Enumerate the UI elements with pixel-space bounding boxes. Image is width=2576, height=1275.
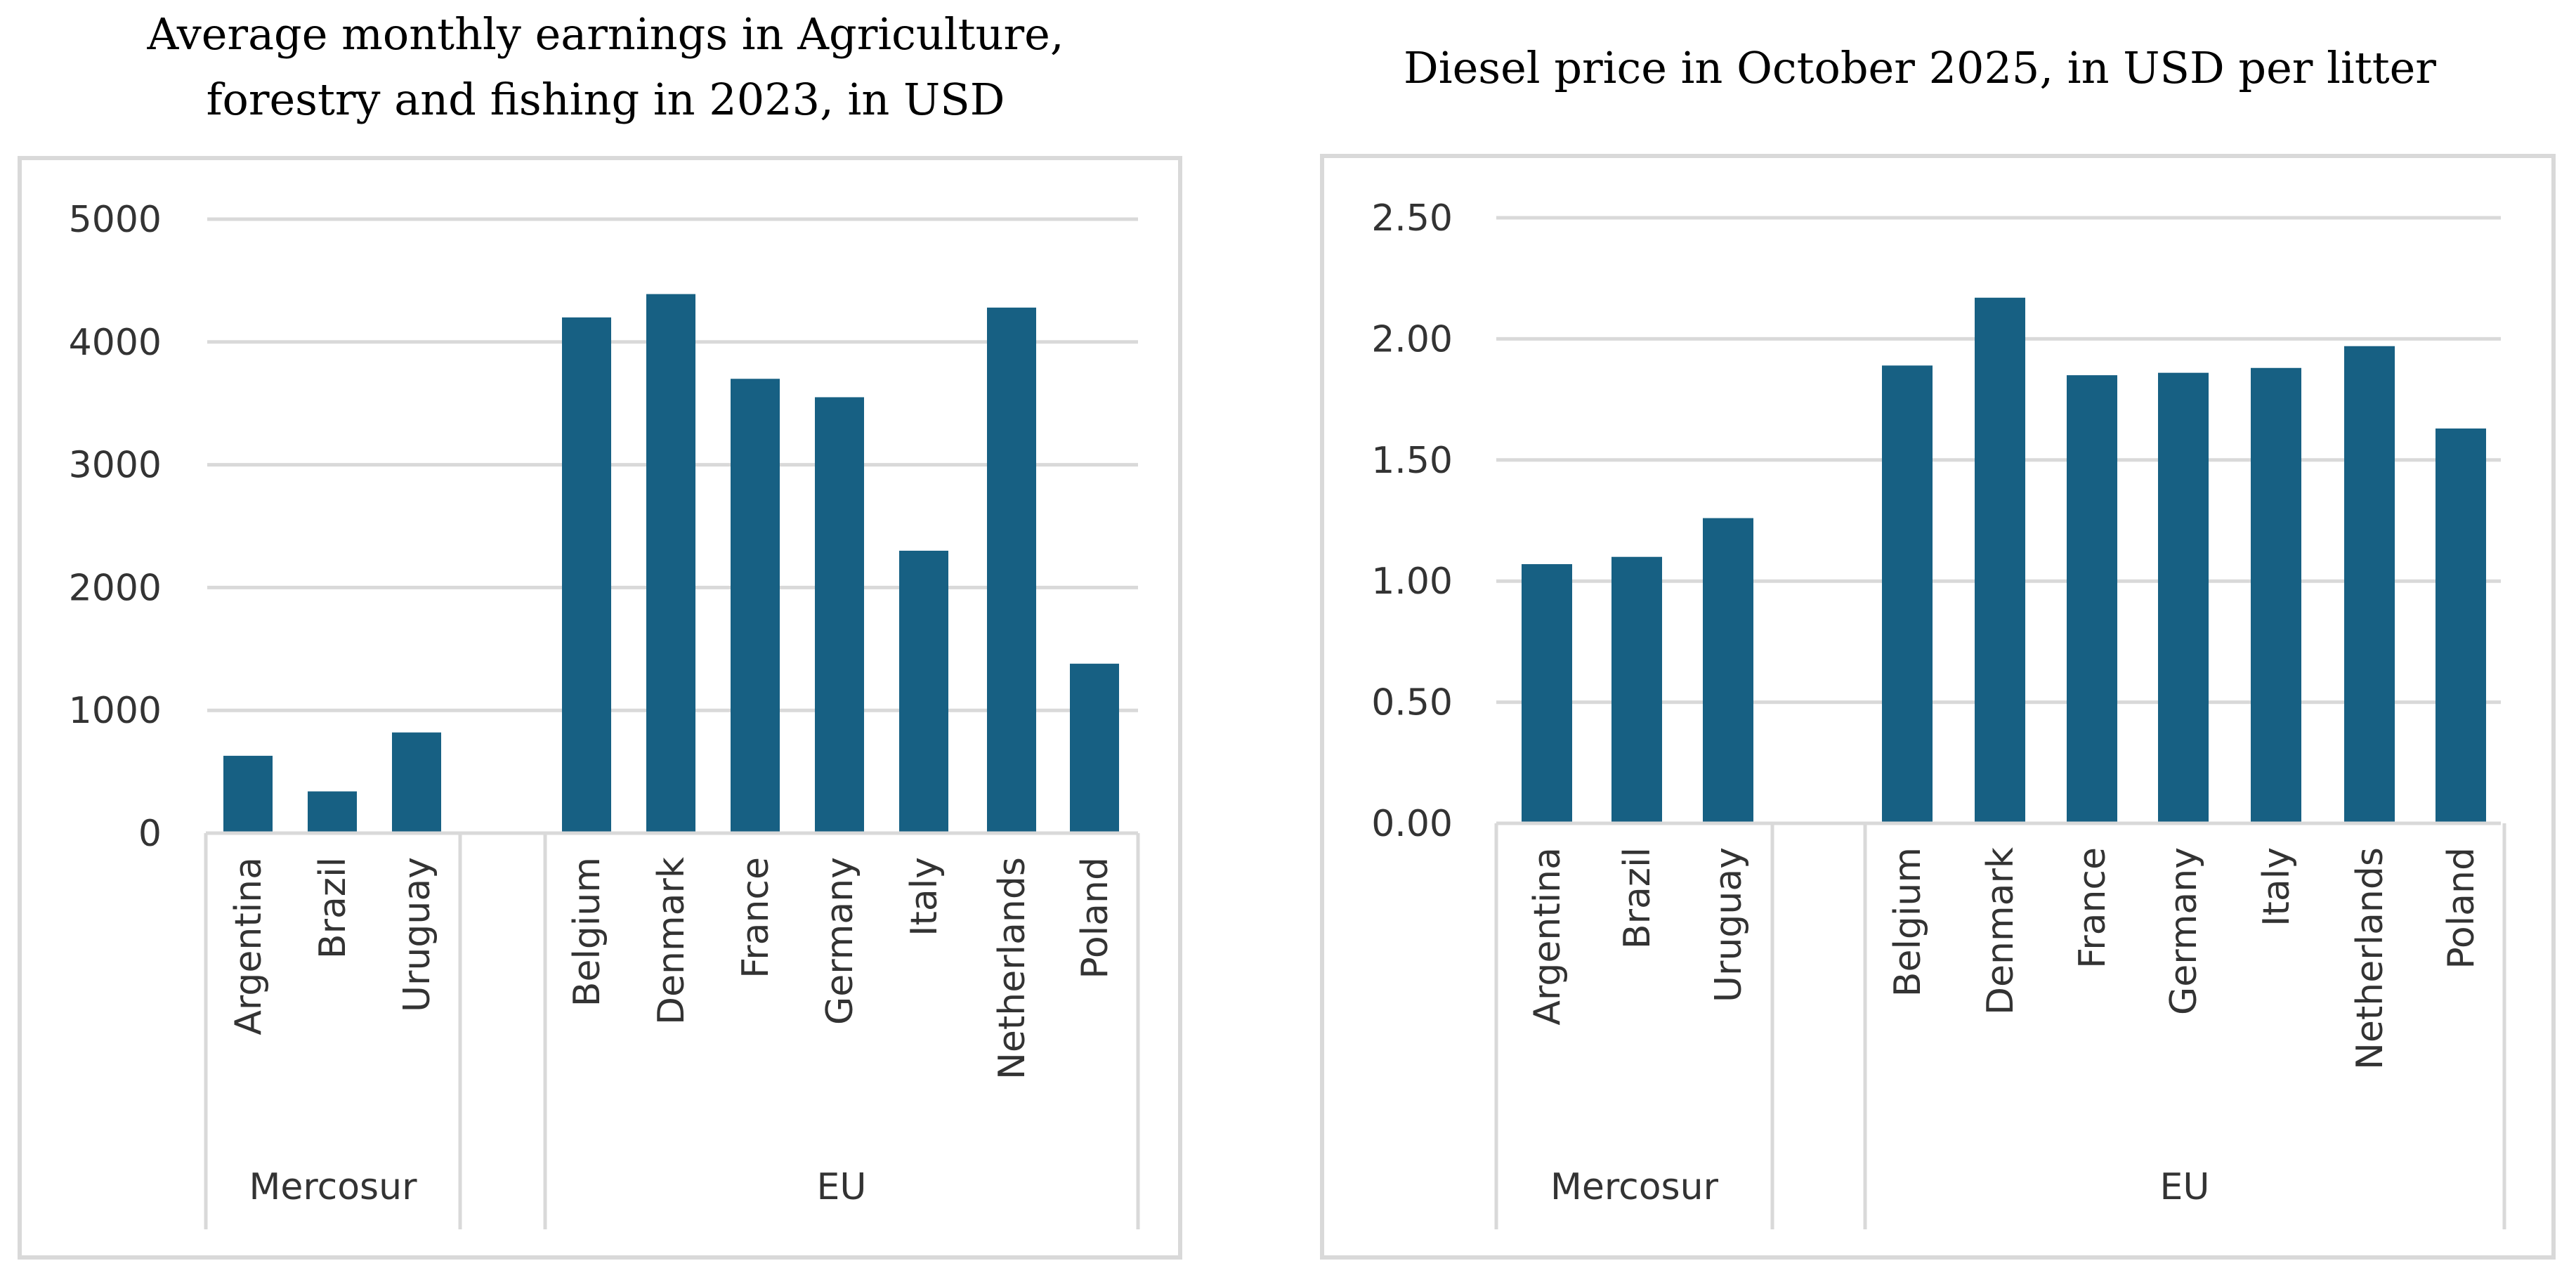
diesel-category-label-poland: Poland	[2440, 847, 2483, 969]
diesel-category-label-denmark: Denmark	[1980, 847, 2022, 1015]
diesel-bar-italy	[2251, 367, 2301, 823]
diesel-y-tick-label: 1.50	[1371, 440, 1453, 482]
diesel-bar-uruguay	[1703, 518, 1753, 823]
earnings-category-label-brazil: Brazil	[312, 857, 354, 959]
diesel-category-label-italy: Italy	[2256, 847, 2298, 927]
diesel-chart-title-line-1: Diesel price in October 2025, in USD per…	[1404, 42, 2436, 93]
earnings-y-tick-label: 2000	[69, 567, 162, 609]
earnings-category-label-argentina: Argentina	[228, 857, 270, 1035]
earnings-bar-poland	[1070, 663, 1119, 833]
diesel-y-tick-label: 2.50	[1371, 197, 1453, 240]
diesel-y-tick-label: 2.00	[1371, 318, 1453, 360]
earnings-bar-brazil	[308, 791, 357, 833]
diesel-y-tick-label: 0.00	[1371, 803, 1453, 845]
diesel-y-tick-label: 1.00	[1371, 561, 1453, 603]
earnings-y-tick-label: 3000	[69, 445, 162, 487]
diesel-bar-france	[2067, 375, 2117, 823]
earnings-chart-title-line-2: forestry and fishing in 2023, in USD	[207, 74, 1005, 125]
earnings-category-label-germany: Germany	[819, 857, 861, 1025]
diesel-bar-argentina	[1522, 564, 1572, 823]
diesel-category-label-brazil: Brazil	[1616, 847, 1659, 949]
earnings-category-label-uruguay: Uruguay	[396, 857, 438, 1012]
earnings-bar-denmark	[646, 294, 695, 833]
diesel-group-label-eu: EU	[2160, 1166, 2210, 1208]
diesel-bar-poland	[2436, 428, 2486, 823]
earnings-y-tick-label: 0	[138, 813, 162, 855]
earnings-group-label-eu: EU	[817, 1166, 867, 1208]
earnings-y-tick-label: 4000	[69, 322, 162, 364]
earnings-bar-argentina	[223, 755, 273, 833]
diesel-bar-denmark	[1975, 297, 2025, 823]
earnings-group-label-mercosur: Mercosur	[249, 1166, 418, 1208]
earnings-bar-france	[731, 379, 780, 833]
earnings-category-label-denmark: Denmark	[650, 857, 693, 1025]
earnings-chart-title-line-1: Average monthly earnings in Agriculture,	[146, 8, 1064, 60]
earnings-bar-uruguay	[392, 732, 441, 833]
diesel-bar-brazil	[1611, 556, 1662, 823]
earnings-y-tick-label: 5000	[69, 199, 162, 241]
diesel-group-label-mercosur: Mercosur	[1550, 1166, 1719, 1208]
diesel-bar-belgium	[1882, 365, 1933, 823]
diesel-category-label-belgium: Belgium	[1887, 847, 1929, 997]
earnings-bar-germany	[815, 397, 864, 833]
diesel-y-tick-label: 0.50	[1371, 682, 1453, 724]
earnings-y-tick-label: 1000	[69, 690, 162, 732]
earnings-category-label-poland: Poland	[1074, 857, 1116, 979]
diesel-bar-germany	[2158, 372, 2209, 823]
earnings-bar-belgium	[562, 317, 611, 834]
diesel-category-label-uruguay: Uruguay	[1708, 847, 1750, 1002]
earnings-category-label-italy: Italy	[903, 857, 946, 936]
earnings-category-label-belgium: Belgium	[566, 857, 608, 1007]
diesel-category-label-germany: Germany	[2163, 847, 2205, 1015]
diesel-category-label-netherlands: Netherlands	[2349, 847, 2391, 1070]
earnings-category-label-netherlands: Netherlands	[991, 857, 1033, 1080]
earnings-bar-italy	[899, 550, 948, 833]
diesel-bar-netherlands	[2344, 346, 2395, 823]
diesel-chart: Diesel price in October 2025, in USD per…	[1320, 42, 2556, 1260]
earnings-bar-netherlands	[987, 307, 1036, 834]
earnings-chart: Average monthly earnings in Agriculture,…	[18, 8, 1182, 1260]
diesel-category-label-france: France	[2072, 847, 2114, 969]
diesel-category-label-argentina: Argentina	[1526, 847, 1569, 1026]
earnings-category-label-france: France	[735, 857, 777, 979]
